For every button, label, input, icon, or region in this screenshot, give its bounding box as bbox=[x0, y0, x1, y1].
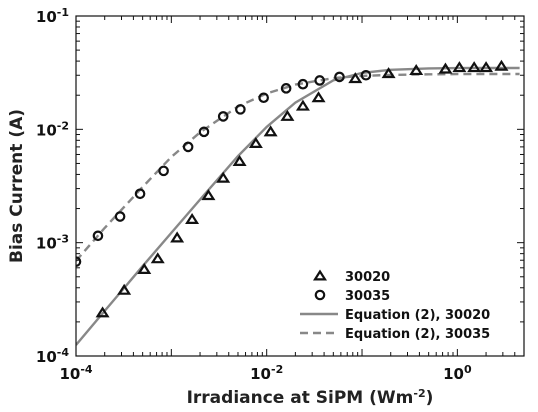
data-point-triangle bbox=[170, 231, 185, 243]
legend-item: 30035 bbox=[314, 289, 390, 304]
legend-label: 30035 bbox=[345, 289, 390, 304]
legend-label: 30020 bbox=[345, 270, 390, 285]
data-point-triangle bbox=[232, 154, 247, 166]
data-point-circle bbox=[182, 141, 194, 153]
data-point-triangle bbox=[479, 61, 494, 73]
legend-item: 30020 bbox=[312, 269, 390, 285]
data-point-triangle bbox=[263, 125, 278, 137]
legend-label: Equation (2), 30035 bbox=[345, 327, 490, 342]
data-point-triangle bbox=[295, 99, 310, 111]
data-point-circle bbox=[198, 126, 210, 138]
legend-item: Equation (2), 30035 bbox=[300, 327, 490, 342]
x-tick-label: 100 bbox=[443, 363, 472, 384]
data-point-circle bbox=[280, 83, 292, 94]
plot-series bbox=[76, 59, 520, 346]
plot-area bbox=[76, 59, 520, 346]
y-tick-label: 10-4 bbox=[36, 346, 69, 367]
x-axis-title: Irradiance at SiPM (Wm-2) bbox=[187, 387, 434, 409]
data-point-circle bbox=[334, 71, 345, 83]
data-point-triangle bbox=[150, 252, 165, 264]
data-point-circle bbox=[258, 92, 269, 104]
axes: 10-4 10-2 100 10-4 10-3 10-2 10-1 bbox=[36, 6, 525, 384]
x-axis-title-close: ) bbox=[426, 388, 434, 408]
x-tick-label: 10-2 bbox=[250, 363, 283, 384]
legend-marker-circle bbox=[314, 289, 326, 301]
data-point-circle bbox=[297, 78, 309, 90]
data-point-triangle bbox=[216, 171, 231, 183]
y-axis-title: Bias Current (A) bbox=[7, 109, 27, 263]
data-point-circle bbox=[235, 104, 246, 115]
x-axis-title-main: Irradiance at SiPM (Wm bbox=[187, 388, 414, 408]
y-tick-label: 10-1 bbox=[36, 6, 69, 27]
data-point-triangle bbox=[280, 109, 295, 121]
data-point-triangle bbox=[348, 72, 363, 84]
fit-line-3 bbox=[76, 72, 520, 262]
data-point-triangle bbox=[117, 283, 132, 295]
data-point-circle bbox=[92, 230, 104, 242]
data-point-circle bbox=[158, 165, 169, 177]
data-point-circle bbox=[217, 111, 229, 122]
data-point-triangle bbox=[185, 212, 200, 225]
data-point-triangle bbox=[201, 189, 216, 201]
data-point-triangle bbox=[494, 59, 509, 71]
data-point-triangle bbox=[137, 262, 152, 274]
data-point-triangle bbox=[311, 91, 326, 103]
legend-item: Equation (2), 30020 bbox=[300, 308, 490, 323]
data-point-circle bbox=[134, 188, 146, 200]
data-point-triangle bbox=[248, 136, 263, 148]
data-point-circle bbox=[314, 75, 326, 86]
x-axis-title-superscript: -2 bbox=[413, 387, 425, 400]
data-point-circle bbox=[114, 211, 126, 222]
data-point-circle bbox=[360, 69, 372, 81]
y-tick-label: 10-3 bbox=[36, 232, 69, 253]
data-point-triangle bbox=[381, 67, 396, 79]
data-point-triangle bbox=[452, 61, 467, 73]
legend: 30020 30035 Equation (2), 30020 Equation (2… bbox=[300, 269, 490, 342]
data-point-triangle bbox=[95, 306, 110, 318]
data-point-triangle bbox=[409, 64, 424, 76]
legend-marker-triangle bbox=[312, 269, 328, 281]
data-point-triangle bbox=[438, 62, 453, 74]
data-point-triangle bbox=[467, 61, 482, 73]
y-tick-label: 10-2 bbox=[36, 119, 69, 140]
legend-label: Equation (2), 30020 bbox=[345, 308, 490, 323]
plot-frame bbox=[75, 15, 525, 357]
x-tick-label: 10-4 bbox=[59, 363, 92, 384]
